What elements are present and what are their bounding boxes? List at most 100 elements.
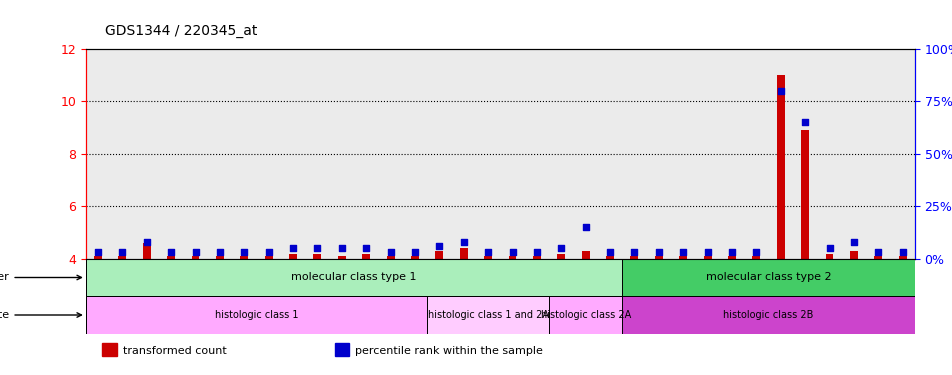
Text: histologic class 1 and 2A: histologic class 1 and 2A (427, 310, 548, 320)
Bar (378, 49, 403, 259)
Bar (776, 75, 783, 259)
Bar (557, 254, 565, 259)
Bar (622, 259, 914, 296)
Text: histologic class 2A: histologic class 2A (540, 310, 630, 320)
Bar (695, 49, 719, 259)
Point (309, 245, 325, 251)
Bar (581, 251, 589, 259)
Bar (459, 248, 467, 259)
Bar (597, 49, 622, 259)
Bar (573, 49, 597, 259)
Bar (426, 296, 548, 334)
Bar (508, 256, 516, 259)
Bar (232, 49, 256, 259)
Point (505, 249, 520, 255)
Bar (167, 256, 175, 259)
Bar (849, 251, 857, 259)
Bar (256, 49, 281, 259)
Point (797, 119, 812, 125)
Point (164, 249, 179, 255)
Point (578, 224, 593, 230)
Point (456, 239, 471, 245)
Bar (118, 256, 127, 259)
Bar (426, 49, 451, 259)
Bar (532, 256, 541, 259)
Bar (329, 49, 353, 259)
Point (528, 249, 544, 255)
Bar (288, 254, 297, 259)
Point (870, 249, 885, 255)
Bar (208, 49, 232, 259)
Bar (191, 256, 199, 259)
Point (772, 88, 787, 94)
Point (626, 249, 642, 255)
Bar (240, 256, 248, 259)
Bar (622, 49, 646, 259)
Bar (767, 49, 792, 259)
Point (894, 249, 909, 255)
Bar (183, 49, 208, 259)
Bar (86, 296, 426, 334)
Bar (281, 49, 305, 259)
Text: percentile rank within the sample: percentile rank within the sample (355, 346, 543, 355)
Bar (654, 256, 662, 259)
Point (358, 245, 373, 251)
Bar (216, 256, 224, 259)
Bar (94, 256, 102, 259)
Bar (484, 256, 491, 259)
Point (236, 249, 251, 255)
Text: transformed count: transformed count (123, 346, 227, 355)
Bar (548, 49, 573, 259)
Text: histologic class 1: histologic class 1 (214, 310, 298, 320)
Text: molecular class type 2: molecular class type 2 (705, 273, 830, 282)
Text: other: other (0, 273, 81, 282)
Point (114, 249, 129, 255)
Bar (86, 49, 110, 259)
Point (383, 249, 398, 255)
Point (139, 239, 154, 245)
Bar (873, 256, 882, 259)
Point (480, 249, 495, 255)
Bar (387, 256, 394, 259)
Bar (102, 343, 117, 356)
Bar (334, 343, 349, 356)
Bar (817, 49, 841, 259)
Bar (841, 49, 865, 259)
Bar (824, 254, 833, 259)
Bar (752, 256, 760, 259)
Bar (110, 49, 134, 259)
Text: GDS1344 / 220345_at: GDS1344 / 220345_at (105, 24, 257, 38)
Point (845, 239, 861, 245)
Point (334, 245, 349, 251)
Point (553, 245, 568, 251)
Point (602, 249, 617, 255)
Bar (305, 49, 329, 259)
Point (650, 249, 665, 255)
Bar (744, 49, 767, 259)
Bar (630, 256, 638, 259)
Point (188, 249, 203, 255)
Bar (865, 49, 889, 259)
Bar (86, 259, 622, 296)
Bar (338, 256, 346, 259)
Text: molecular class type 1: molecular class type 1 (291, 273, 416, 282)
Bar (670, 49, 695, 259)
Point (261, 249, 276, 255)
Bar (134, 49, 159, 259)
Bar (435, 251, 443, 259)
Point (724, 249, 739, 255)
Point (285, 245, 300, 251)
Bar (898, 256, 905, 259)
Point (212, 249, 228, 255)
Bar (265, 256, 272, 259)
Bar (889, 49, 914, 259)
Bar (362, 254, 369, 259)
Bar (679, 256, 686, 259)
Point (675, 249, 690, 255)
Bar (500, 49, 525, 259)
Bar (403, 49, 426, 259)
Bar (727, 256, 735, 259)
Bar (605, 256, 613, 259)
Point (699, 249, 714, 255)
Bar (159, 49, 183, 259)
